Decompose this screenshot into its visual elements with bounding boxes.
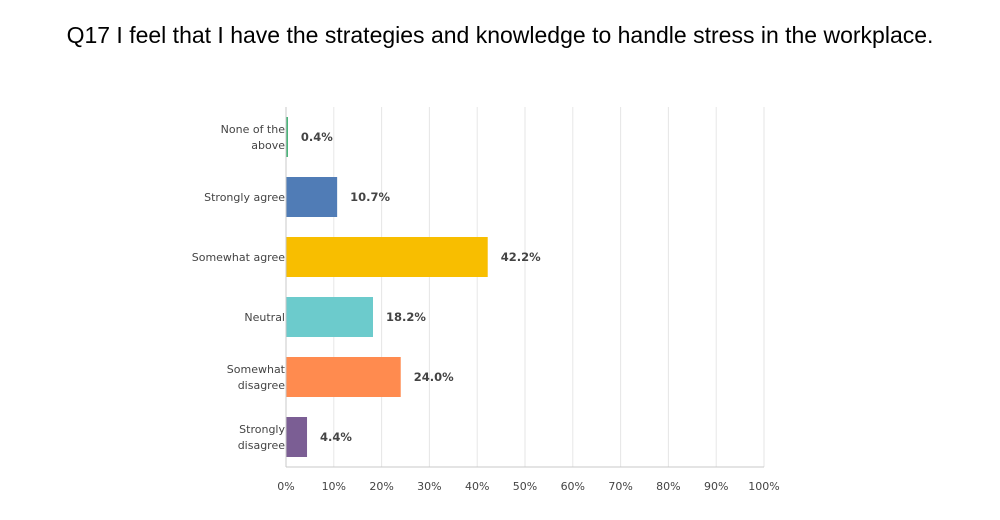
category-label: Somewhat agree <box>192 251 285 264</box>
value-label: 4.4% <box>320 430 352 444</box>
bar <box>286 117 288 157</box>
category-labels: None of the above Strongly agree Somewhat a… <box>192 123 286 452</box>
bar <box>286 237 488 277</box>
gridlines <box>333 107 765 467</box>
category-label: None of the <box>221 123 286 136</box>
bar <box>286 177 338 217</box>
x-tick-label: 30% <box>417 480 441 493</box>
x-tick-label: 40% <box>465 480 489 493</box>
category-label: Strongly <box>239 423 285 436</box>
category-label: disagree <box>238 439 286 452</box>
bar <box>286 417 308 457</box>
axes <box>285 107 764 468</box>
category-label: Strongly agree <box>204 191 285 204</box>
chart-title: Q17 I feel that I have the strategies an… <box>66 22 934 48</box>
x-tick-label: 60% <box>561 480 585 493</box>
x-tick-label: 20% <box>369 480 393 493</box>
x-tick-label: 90% <box>704 480 728 493</box>
value-labels: 0.4% 10.7% 42.2% 18.2% 24.0% 4.4% <box>301 130 541 444</box>
category-label: Somewhat <box>227 363 286 376</box>
value-label: 24.0% <box>414 370 454 384</box>
value-label: 0.4% <box>301 130 333 144</box>
value-label: 18.2% <box>386 310 426 324</box>
x-tick-label: 50% <box>513 480 537 493</box>
x-tick-label: 0% <box>277 480 294 493</box>
value-label: 42.2% <box>501 250 541 264</box>
x-tick-labels: 0% 10% 20% 30% 40% 50% 60% 70% 80% 90% 100% <box>277 480 779 493</box>
x-tick-label: 70% <box>608 480 632 493</box>
category-label: above <box>251 139 285 152</box>
x-tick-label: 10% <box>322 480 346 493</box>
category-label: Neutral <box>244 311 285 324</box>
category-label: disagree <box>238 379 286 392</box>
value-label: 10.7% <box>350 190 390 204</box>
x-tick-label: 80% <box>656 480 680 493</box>
bar <box>286 297 373 337</box>
x-tick-label: 100% <box>748 480 779 493</box>
bar <box>286 357 401 397</box>
bars <box>286 117 488 457</box>
